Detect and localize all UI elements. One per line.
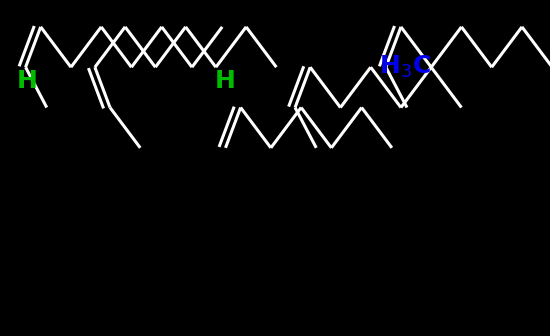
Text: H: H — [214, 69, 235, 93]
Text: H: H — [16, 69, 37, 93]
Text: H$_3$C: H$_3$C — [379, 54, 431, 80]
